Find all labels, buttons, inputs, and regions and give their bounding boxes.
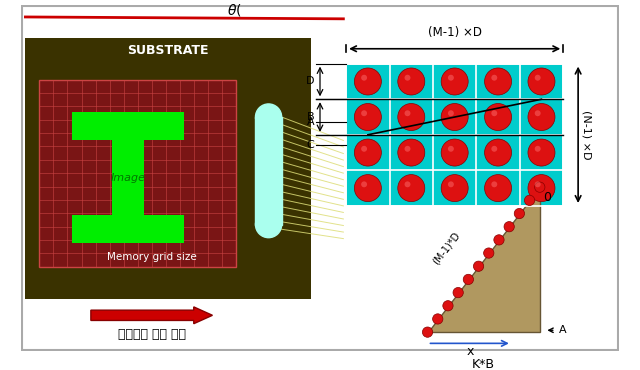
Circle shape: [355, 104, 381, 131]
Circle shape: [528, 175, 555, 202]
Circle shape: [255, 212, 282, 238]
Circle shape: [514, 208, 525, 219]
Circle shape: [398, 104, 425, 131]
Circle shape: [492, 75, 497, 81]
FancyArrow shape: [91, 307, 212, 324]
Circle shape: [404, 146, 410, 152]
Circle shape: [448, 181, 454, 187]
Circle shape: [484, 139, 511, 166]
Circle shape: [484, 175, 511, 202]
Bar: [72, 112, 184, 140]
Text: (M-1)*D: (M-1)*D: [431, 230, 462, 266]
Circle shape: [534, 110, 541, 116]
Circle shape: [484, 68, 511, 95]
Circle shape: [474, 261, 484, 271]
Text: (N-1) ×D: (N-1) ×D: [582, 110, 592, 159]
Circle shape: [534, 181, 541, 187]
Text: SUBSTRATE: SUBSTRATE: [127, 44, 209, 57]
Circle shape: [534, 75, 541, 81]
Circle shape: [524, 195, 535, 205]
Circle shape: [404, 181, 410, 187]
Text: A: A: [307, 117, 314, 127]
Text: C: C: [307, 141, 314, 151]
Circle shape: [494, 235, 504, 245]
Circle shape: [355, 68, 381, 95]
Circle shape: [441, 139, 468, 166]
Circle shape: [404, 75, 410, 81]
Bar: [40, 80, 236, 267]
Text: 0: 0: [543, 191, 552, 204]
Text: x: x: [467, 345, 474, 358]
Text: Image: Image: [111, 173, 146, 183]
Circle shape: [355, 175, 381, 202]
Circle shape: [361, 110, 367, 116]
Circle shape: [448, 146, 454, 152]
Circle shape: [441, 175, 468, 202]
Bar: [255, 117, 282, 225]
Circle shape: [492, 110, 497, 116]
Circle shape: [433, 314, 443, 324]
Circle shape: [448, 75, 454, 81]
Circle shape: [528, 104, 555, 131]
Text: A: A: [548, 325, 566, 335]
Polygon shape: [428, 187, 540, 332]
Text: D: D: [306, 77, 314, 87]
Text: (M-1) ×D: (M-1) ×D: [428, 26, 482, 39]
Bar: [346, 64, 563, 206]
Text: K*B: K*B: [472, 358, 495, 370]
Circle shape: [255, 104, 282, 130]
Circle shape: [361, 146, 367, 152]
Circle shape: [361, 75, 367, 81]
Circle shape: [492, 181, 497, 187]
Bar: [72, 215, 184, 243]
Circle shape: [441, 104, 468, 131]
Circle shape: [443, 301, 453, 311]
Circle shape: [484, 104, 511, 131]
Circle shape: [528, 139, 555, 166]
Circle shape: [398, 139, 425, 166]
Text: 스테이지 이송 방향: 스테이지 이송 방향: [118, 327, 186, 340]
Circle shape: [398, 175, 425, 202]
Circle shape: [422, 327, 433, 337]
Circle shape: [534, 182, 545, 192]
Bar: [26, 37, 310, 299]
Circle shape: [441, 68, 468, 95]
Circle shape: [448, 110, 454, 116]
Circle shape: [398, 68, 425, 95]
Circle shape: [534, 146, 541, 152]
Circle shape: [361, 181, 367, 187]
Circle shape: [528, 68, 555, 95]
Circle shape: [453, 287, 463, 298]
Text: B: B: [307, 112, 314, 122]
Circle shape: [504, 222, 515, 232]
Bar: [113, 138, 144, 215]
Circle shape: [355, 139, 381, 166]
Text: $\theta($: $\theta($: [227, 1, 241, 18]
Circle shape: [492, 146, 497, 152]
Text: Memory grid size: Memory grid size: [107, 252, 196, 262]
Circle shape: [404, 110, 410, 116]
Circle shape: [463, 274, 474, 285]
Circle shape: [484, 248, 494, 258]
